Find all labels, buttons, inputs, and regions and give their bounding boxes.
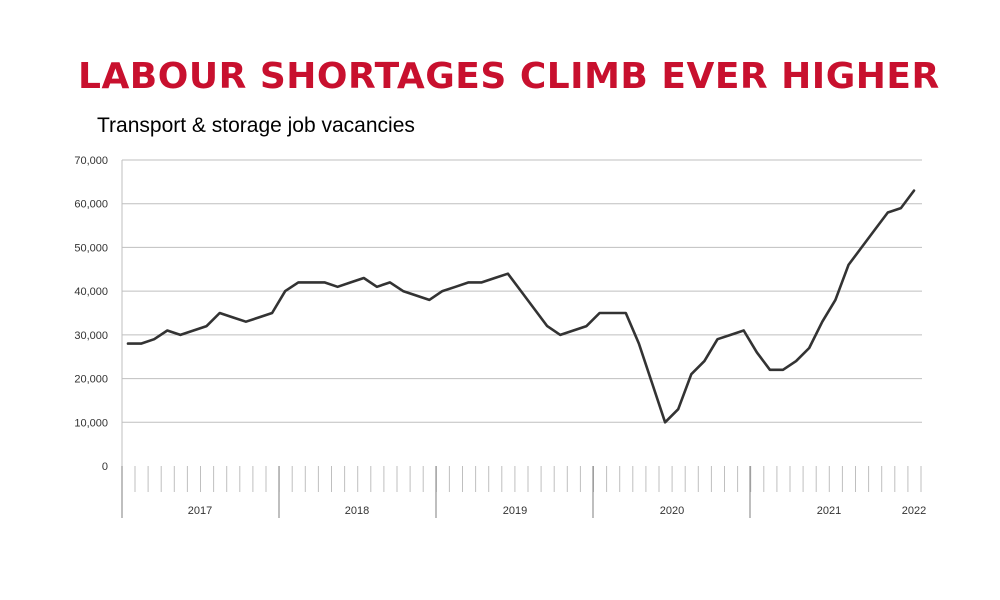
- y-tick-label: 70,000: [74, 155, 108, 167]
- x-axis: 2017 2018 2019 2020 2021 2022: [121, 160, 926, 518]
- x-year-label: 2020: [660, 505, 684, 517]
- gridlines: [122, 159, 922, 423]
- chart-subtitle: Transport & storage job vacancies: [97, 114, 415, 137]
- x-year-label: 2018: [345, 505, 369, 517]
- y-tick-label: 40,000: [74, 286, 108, 298]
- series-line: [126, 189, 916, 424]
- x-year-label: 2022: [902, 505, 926, 517]
- y-tick-label: 10,000: [74, 417, 108, 429]
- y-tick-label: 20,000: [74, 374, 108, 386]
- y-tick-label: 0: [102, 461, 108, 473]
- y-tick-label: 60,000: [74, 199, 108, 211]
- headline: LABOUR SHORTAGES CLIMB EVER HIGHER: [78, 56, 940, 97]
- y-tick-label: 30,000: [74, 330, 108, 342]
- x-year-label: 2021: [817, 505, 841, 517]
- x-year-label: 2019: [503, 505, 527, 517]
- y-tick-label: 50,000: [74, 242, 108, 254]
- y-axis-ticks: 0 10,000 20,000 30,000 40,000 50,000 60,000 70,…: [74, 155, 108, 473]
- x-year-label: 2017: [188, 505, 212, 517]
- series-layer: [126, 189, 916, 424]
